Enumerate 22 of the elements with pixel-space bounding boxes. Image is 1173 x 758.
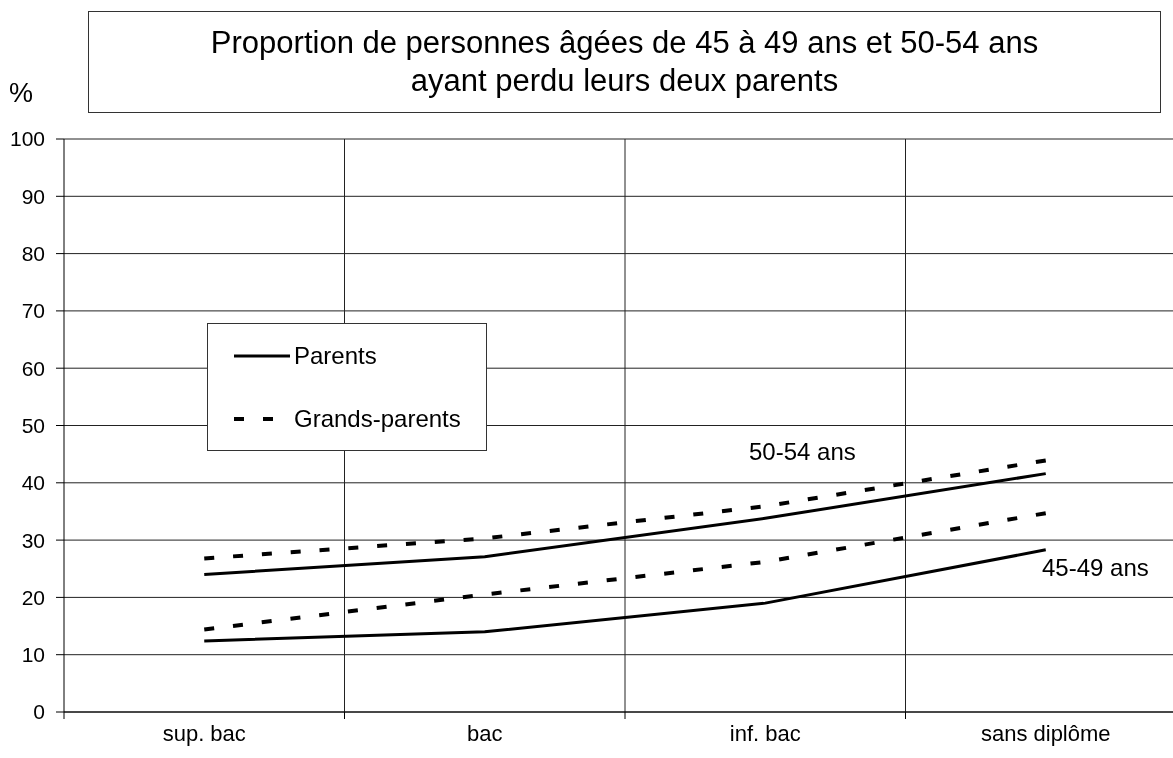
x-tick-label: inf. bac xyxy=(729,720,801,746)
x-tick-label: sans diplôme xyxy=(980,720,1111,746)
y-tick-label: 0 xyxy=(33,700,45,724)
y-tick-label: 60 xyxy=(21,356,45,380)
annotation: 50-54 ans xyxy=(749,438,856,465)
legend-label: Parents xyxy=(294,342,377,370)
y-tick-label: 40 xyxy=(21,471,45,495)
y-axis-title: % xyxy=(9,78,34,108)
y-tick-label: 90 xyxy=(21,184,45,208)
legend-label: Grands-parents xyxy=(294,405,461,433)
y-tick-label: 50 xyxy=(21,413,45,437)
line-series xyxy=(202,458,1048,561)
x-tick-label: bac xyxy=(467,720,503,746)
y-tick-label: 80 xyxy=(21,242,45,266)
y-tick-label: 70 xyxy=(21,299,45,323)
y-tick-label: 30 xyxy=(21,528,45,552)
y-tick-label: 20 xyxy=(21,585,45,609)
y-tick-label: 100 xyxy=(9,127,45,151)
chart-title: Proportion de personnes âgées de 45 à 49 ans et 50-54 ans ayant perdu leurs deux parents xyxy=(209,24,1040,100)
x-tick-label: sup. bac xyxy=(162,720,246,746)
annotation: 45-49 ans xyxy=(1042,554,1149,581)
y-tick-label: 10 xyxy=(21,643,45,667)
